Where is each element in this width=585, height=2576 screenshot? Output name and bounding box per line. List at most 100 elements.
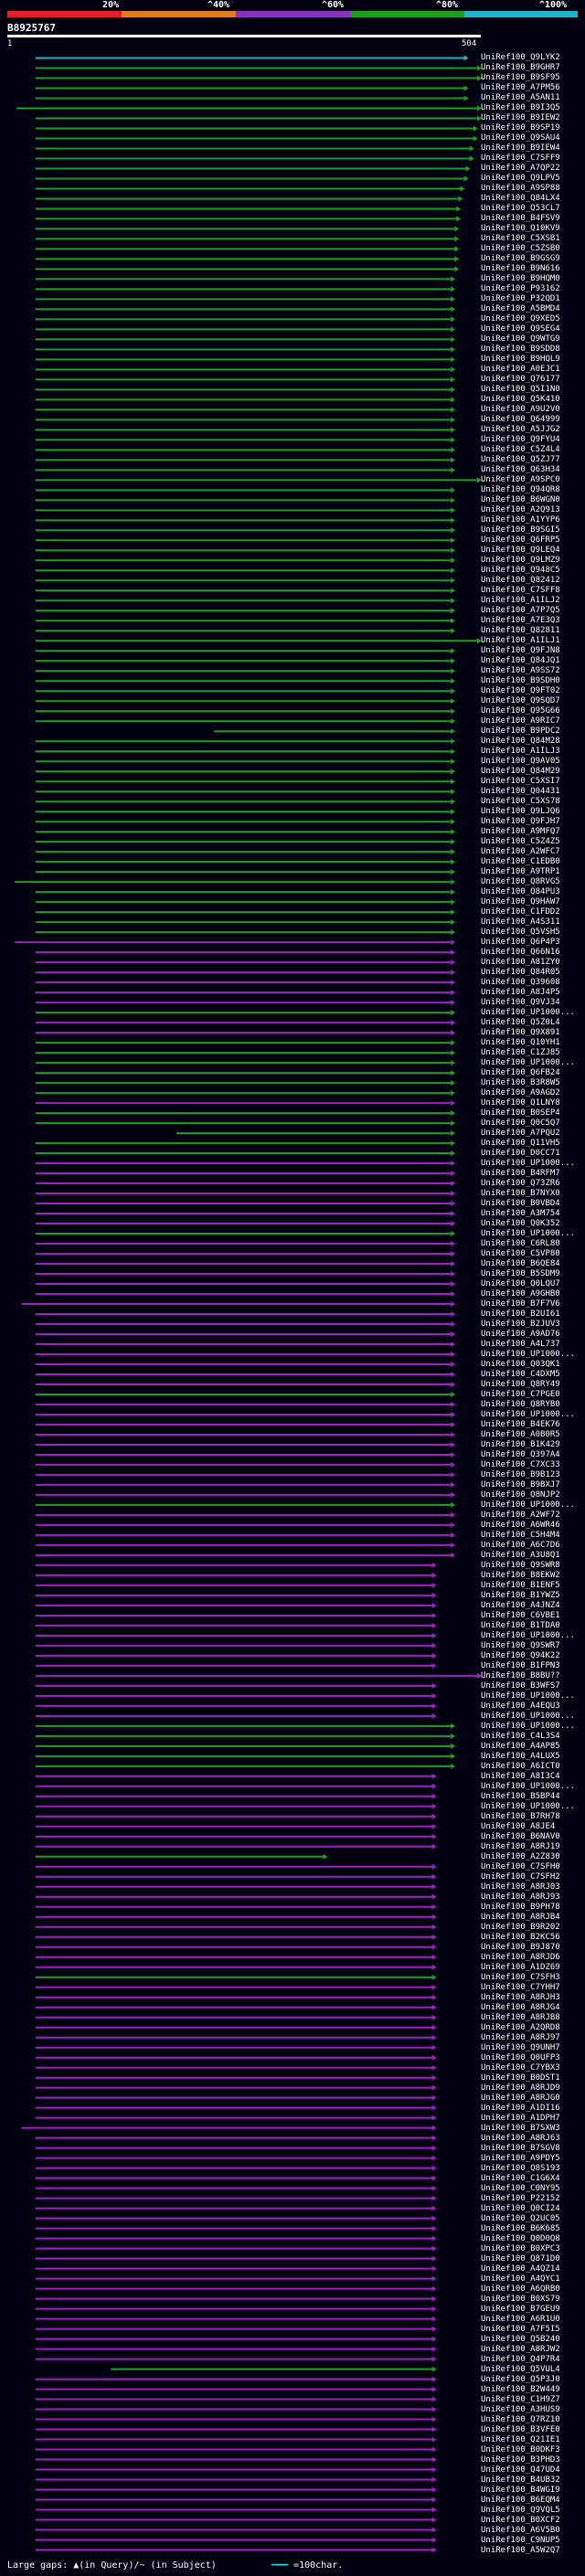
hit-label-link[interactable]: UniRef100_A8I3C4 xyxy=(481,1771,560,1781)
hit-label-link[interactable]: UniRef100_Q84LX4 xyxy=(481,194,560,204)
hit-label-link[interactable]: UniRef100_B0XPC3 xyxy=(481,2243,560,2253)
hit-label-link[interactable]: UniRef100_A9GHB0 xyxy=(481,1289,560,1299)
hit-label-link[interactable]: UniRef100_A4QZ14 xyxy=(481,2263,560,2274)
hit-label-link[interactable]: UniRef100_Q5Z0L4 xyxy=(481,1018,560,1028)
hit-label-link[interactable]: UniRef100_Q9VQL5 xyxy=(481,2505,560,2515)
hit-label-link[interactable]: UniRef100_UP1000... xyxy=(481,1711,575,1721)
hit-label-link[interactable]: UniRef100_B1TDA0 xyxy=(481,1620,560,1630)
hit-label-link[interactable]: UniRef100_B5SDM9 xyxy=(481,1269,560,1278)
hit-label-link[interactable]: UniRef100_C7YHH7 xyxy=(481,1982,560,1992)
hit-label-link[interactable]: UniRef100_B0VBD4 xyxy=(481,1199,560,1209)
hit-label-link[interactable]: UniRef100_C1EDB0 xyxy=(481,857,560,867)
hit-label-link[interactable]: UniRef100_C5XSI7 xyxy=(481,777,560,787)
hit-label-link[interactable]: UniRef100_C1H9Z7 xyxy=(481,2394,560,2404)
hit-label-link[interactable]: UniRef100_A8RJB4 xyxy=(481,1912,560,1922)
hit-label-link[interactable]: UniRef100_C1ZJ85 xyxy=(481,1048,560,1058)
hit-label-link[interactable]: UniRef100_Q6FB24 xyxy=(481,1068,560,1078)
hit-label-link[interactable]: UniRef100_C5ZSB0 xyxy=(481,244,560,254)
hit-label-link[interactable]: UniRef100_B7NYX0 xyxy=(481,1189,560,1199)
hit-label-link[interactable]: UniRef100_D0CC71 xyxy=(481,1149,560,1159)
hit-label-link[interactable]: UniRef100_Q9SWR7 xyxy=(481,1640,560,1650)
hit-label-link[interactable]: UniRef100_Q948C5 xyxy=(481,566,560,576)
hit-label-link[interactable]: UniRef100_A9SPC0 xyxy=(481,475,560,485)
hit-label-link[interactable]: UniRef100_Q03QK1 xyxy=(481,1359,560,1369)
hit-label-link[interactable]: UniRef100_Q9WTG9 xyxy=(481,334,560,345)
hit-label-link[interactable]: UniRef100_B0DST1 xyxy=(481,2072,560,2083)
hit-label-link[interactable]: UniRef100_Q871D0 xyxy=(481,2253,560,2263)
hit-label-link[interactable]: UniRef100_Q0K352 xyxy=(481,1219,560,1229)
hit-label-link[interactable]: UniRef100_Q84PU3 xyxy=(481,887,560,897)
hit-label-link[interactable]: UniRef100_Q7RZ10 xyxy=(481,2414,560,2424)
hit-label-link[interactable]: UniRef100_A7PM56 xyxy=(481,83,560,93)
hit-label-link[interactable]: UniRef100_A7E3Q3 xyxy=(481,616,560,626)
hit-label-link[interactable]: UniRef100_A6QRB0 xyxy=(481,2284,560,2294)
hit-label-link[interactable]: UniRef100_B9SDD8 xyxy=(481,345,560,355)
hit-label-link[interactable]: UniRef100_Q76177 xyxy=(481,375,560,385)
hit-label-link[interactable]: UniRef100_Q47UD4 xyxy=(481,2465,560,2475)
hit-label-link[interactable]: UniRef100_Q0UFP3 xyxy=(481,2052,560,2062)
hit-label-link[interactable]: UniRef100_B6NAV0 xyxy=(481,1831,560,1841)
hit-label-link[interactable]: UniRef100_A8JE4 xyxy=(481,1821,556,1831)
hit-label-link[interactable]: UniRef100_Q39608 xyxy=(481,978,560,988)
hit-label-link[interactable]: UniRef100_P93162 xyxy=(481,284,560,294)
hit-label-link[interactable]: UniRef100_B2JUV3 xyxy=(481,1319,560,1329)
hit-label-link[interactable]: UniRef100_Q0CI24 xyxy=(481,2203,560,2213)
hit-label-link[interactable]: UniRef100_A8J4P5 xyxy=(481,988,560,998)
hit-label-link[interactable]: UniRef100_Q82811 xyxy=(481,626,560,636)
hit-label-link[interactable]: UniRef100_B1K429 xyxy=(481,1439,560,1449)
hit-label-link[interactable]: UniRef100_Q9LPV5 xyxy=(481,174,560,184)
hit-label-link[interactable]: UniRef100_A8RJ19 xyxy=(481,1841,560,1851)
hit-label-link[interactable]: UniRef100_UP1000... xyxy=(481,1721,575,1731)
hit-label-link[interactable]: UniRef100_B9PH78 xyxy=(481,1902,560,1912)
hit-label-link[interactable]: UniRef100_A7P7Q5 xyxy=(481,606,560,616)
hit-label-link[interactable]: UniRef100_A8RJ63 xyxy=(481,2133,560,2143)
hit-label-link[interactable]: UniRef100_Q0D0Q8 xyxy=(481,2233,560,2243)
hit-label-link[interactable]: UniRef100_A8RJD6 xyxy=(481,1952,560,1962)
hit-label-link[interactable]: UniRef100_Q9SEG4 xyxy=(481,324,560,334)
hit-label-link[interactable]: UniRef100_UP1000... xyxy=(481,1349,575,1359)
hit-label-link[interactable]: UniRef100_Q5K410 xyxy=(481,395,560,405)
hit-label-link[interactable]: UniRef100_A4L737 xyxy=(481,1339,560,1349)
hit-label-link[interactable]: UniRef100_C7YBX3 xyxy=(481,2062,560,2072)
hit-label-link[interactable]: UniRef100_Q94K22 xyxy=(481,1650,560,1660)
hit-label-link[interactable]: UniRef100_A9SS72 xyxy=(481,666,560,676)
hit-label-link[interactable]: UniRef100_A1DPH7 xyxy=(481,2113,560,2123)
hit-label-link[interactable]: UniRef100_Q21IE1 xyxy=(481,2434,560,2444)
hit-label-link[interactable]: UniRef100_Q9SAU4 xyxy=(481,133,560,143)
hit-label-link[interactable]: UniRef100_B1FPN3 xyxy=(481,1660,560,1670)
hit-label-link[interactable]: UniRef100_Q9FT02 xyxy=(481,686,560,696)
hit-label-link[interactable]: UniRef100_B1YWZ5 xyxy=(481,1590,560,1600)
hit-label-link[interactable]: UniRef100_A4QYC1 xyxy=(481,2274,560,2284)
hit-label-link[interactable]: UniRef100_B4UB32 xyxy=(481,2475,560,2485)
hit-label-link[interactable]: UniRef100_B4WGI9 xyxy=(481,2485,560,2495)
hit-label-link[interactable]: UniRef100_Q2UC05 xyxy=(481,2213,560,2223)
hit-label-link[interactable]: UniRef100_B6EQM4 xyxy=(481,2495,560,2505)
hit-label-link[interactable]: UniRef100_A8RJ97 xyxy=(481,2032,560,2042)
hit-label-link[interactable]: UniRef100_Q8RYB0 xyxy=(481,1399,560,1409)
hit-label-link[interactable]: UniRef100_C5Z4L4 xyxy=(481,445,560,455)
hit-label-link[interactable]: UniRef100_A6C7D6 xyxy=(481,1540,560,1550)
hit-label-link[interactable]: UniRef100_B6QE84 xyxy=(481,1259,560,1269)
hit-label-link[interactable]: UniRef100_B9SGI5 xyxy=(481,525,560,535)
hit-label-link[interactable]: UniRef100_Q5I1N0 xyxy=(481,385,560,395)
hit-label-link[interactable]: UniRef100_B9HQM0 xyxy=(481,274,560,284)
hit-label-link[interactable]: UniRef100_Q9AV05 xyxy=(481,757,560,767)
hit-label-link[interactable]: UniRef100_Q9LMZ9 xyxy=(481,556,560,566)
hit-label-link[interactable]: UniRef100_C7XC33 xyxy=(481,1459,560,1469)
hit-label-link[interactable]: UniRef100_Q95G66 xyxy=(481,706,560,716)
hit-label-link[interactable]: UniRef100_A9MFQ7 xyxy=(481,827,560,837)
hit-label-link[interactable]: UniRef100_Q9VJ34 xyxy=(481,998,560,1008)
hit-label-link[interactable]: UniRef100_Q8RVG5 xyxy=(481,877,560,887)
hit-label-link[interactable]: UniRef100_B9IEW2 xyxy=(481,113,560,123)
hit-label-link[interactable]: UniRef100_B9R202 xyxy=(481,1922,560,1932)
hit-label-link[interactable]: UniRef100_A9SP88 xyxy=(481,184,560,194)
hit-label-link[interactable]: UniRef100_Q10KV9 xyxy=(481,224,560,234)
hit-label-link[interactable]: UniRef100_A6R1U0 xyxy=(481,2314,560,2324)
hit-label-link[interactable]: UniRef100_B2KC56 xyxy=(481,1932,560,1942)
hit-label-link[interactable]: UniRef100_C5XSB1 xyxy=(481,234,560,244)
hit-label-link[interactable]: UniRef100_Q9FYU4 xyxy=(481,435,560,445)
hit-label-link[interactable]: UniRef100_A9RIC7 xyxy=(481,716,560,726)
hit-label-link[interactable]: UniRef100_C1FDD2 xyxy=(481,907,560,917)
hit-label-link[interactable]: UniRef100_Q0C5Q7 xyxy=(481,1118,560,1129)
hit-label-link[interactable]: UniRef100_A4EQU3 xyxy=(481,1701,560,1711)
